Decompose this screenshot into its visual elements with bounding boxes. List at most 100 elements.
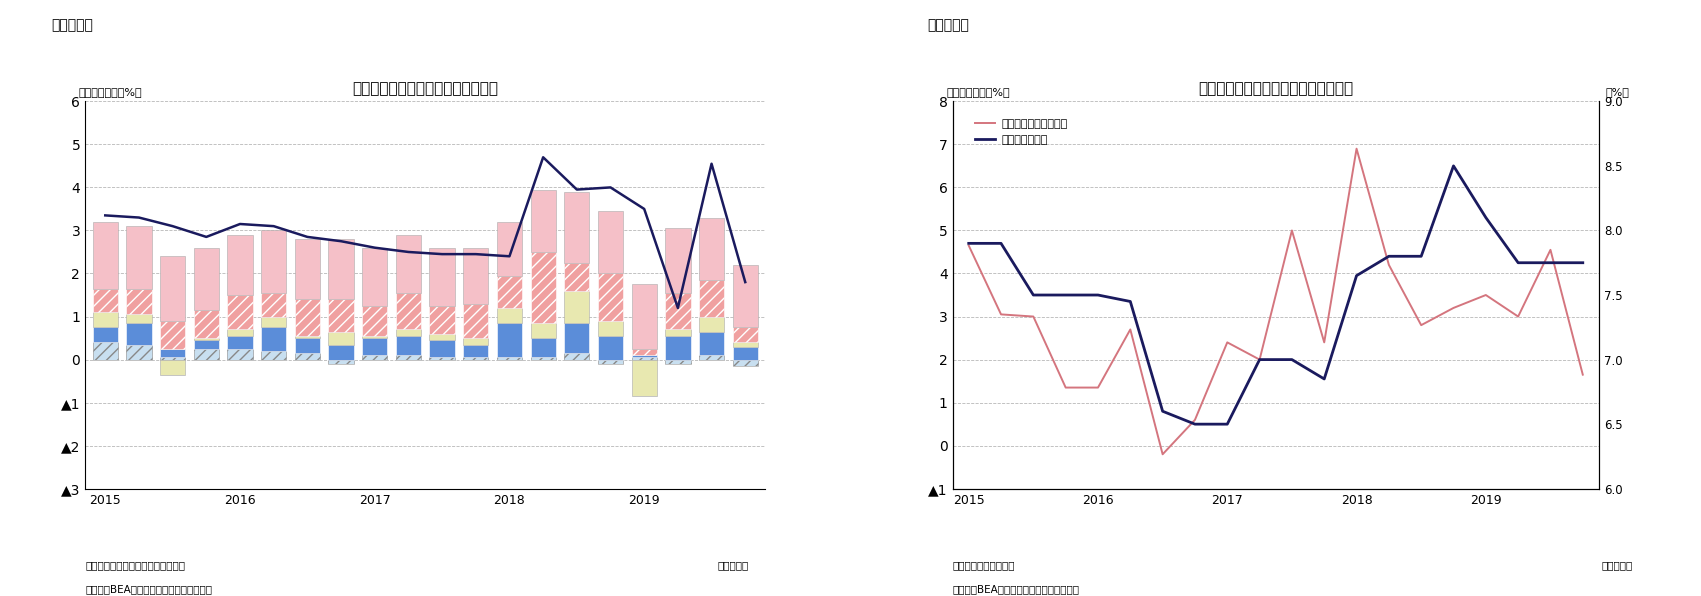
Text: （資料）BEAよりニッセイ基礎研究所作成: （資料）BEAよりニッセイ基礎研究所作成 bbox=[953, 584, 1080, 594]
Bar bbox=[92, 312, 117, 327]
Bar bbox=[328, 239, 354, 299]
Bar bbox=[194, 349, 219, 359]
Bar bbox=[531, 323, 556, 338]
Bar bbox=[194, 310, 219, 338]
Bar bbox=[92, 327, 117, 342]
Bar bbox=[362, 306, 388, 336]
Bar bbox=[699, 355, 725, 359]
Bar bbox=[260, 327, 286, 351]
Text: （資料）BEAよりニッセイ基礎研究所作成: （資料）BEAよりニッセイ基礎研究所作成 bbox=[85, 584, 213, 594]
Text: （図表３）: （図表３） bbox=[51, 18, 94, 32]
Bar bbox=[631, 359, 657, 396]
Bar bbox=[733, 342, 759, 347]
Bar bbox=[565, 192, 590, 263]
Text: （四半期）: （四半期） bbox=[718, 560, 748, 570]
Bar bbox=[396, 355, 422, 359]
Bar bbox=[429, 306, 454, 334]
Bar bbox=[194, 338, 219, 340]
Bar bbox=[597, 336, 623, 359]
Bar bbox=[565, 353, 590, 359]
Bar bbox=[631, 355, 657, 358]
Bar bbox=[497, 323, 522, 358]
Bar bbox=[531, 190, 556, 252]
Bar bbox=[597, 211, 623, 274]
Bar bbox=[228, 330, 253, 336]
Bar bbox=[665, 293, 691, 330]
Bar bbox=[665, 336, 691, 359]
Bar bbox=[126, 226, 151, 288]
Bar bbox=[565, 323, 590, 353]
Bar bbox=[497, 222, 522, 275]
Bar bbox=[463, 344, 488, 358]
Bar bbox=[463, 358, 488, 359]
Bar bbox=[294, 353, 320, 359]
Bar bbox=[463, 303, 488, 338]
Bar bbox=[160, 358, 185, 359]
Bar bbox=[429, 334, 454, 340]
Text: （四半期）: （四半期） bbox=[1602, 560, 1633, 570]
Bar bbox=[497, 358, 522, 359]
Text: （前期比年率、%）: （前期比年率、%） bbox=[78, 88, 141, 97]
Bar bbox=[92, 288, 117, 312]
Bar bbox=[260, 351, 286, 359]
Bar bbox=[228, 349, 253, 359]
Bar bbox=[294, 336, 320, 338]
Bar bbox=[228, 235, 253, 295]
Bar bbox=[597, 359, 623, 364]
Bar bbox=[294, 239, 320, 299]
Bar bbox=[733, 265, 759, 327]
Bar bbox=[699, 280, 725, 316]
Bar bbox=[92, 342, 117, 359]
Bar bbox=[699, 331, 725, 355]
Bar bbox=[126, 315, 151, 323]
Bar bbox=[531, 338, 556, 358]
Bar bbox=[260, 293, 286, 316]
Bar bbox=[160, 256, 185, 321]
Bar bbox=[362, 338, 388, 355]
Text: （前期比年率、%）: （前期比年率、%） bbox=[946, 88, 1010, 97]
Bar bbox=[665, 228, 691, 293]
Legend: 実質可処分所得伸び率, 貯蓄率（右軸）: 実質可処分所得伸び率, 貯蓄率（右軸） bbox=[971, 114, 1072, 149]
Bar bbox=[497, 308, 522, 323]
Bar bbox=[463, 338, 488, 344]
Bar bbox=[328, 331, 354, 344]
Bar bbox=[665, 330, 691, 336]
Bar bbox=[126, 344, 151, 359]
Bar bbox=[429, 358, 454, 359]
Bar bbox=[597, 274, 623, 321]
Bar bbox=[396, 330, 422, 336]
Bar bbox=[126, 323, 151, 344]
Bar bbox=[396, 293, 422, 330]
Bar bbox=[429, 340, 454, 358]
Bar bbox=[92, 222, 117, 288]
Bar bbox=[565, 291, 590, 323]
Bar bbox=[429, 248, 454, 306]
Bar bbox=[328, 299, 354, 331]
Bar bbox=[228, 336, 253, 349]
Bar bbox=[463, 248, 488, 303]
Text: （図表４）: （図表４） bbox=[927, 18, 970, 32]
Bar bbox=[497, 275, 522, 308]
Bar bbox=[531, 358, 556, 359]
Bar bbox=[126, 288, 151, 315]
Bar bbox=[597, 321, 623, 336]
Bar bbox=[396, 235, 422, 293]
Text: （注）季節調整済系列の前期比年率: （注）季節調整済系列の前期比年率 bbox=[85, 560, 185, 570]
Bar bbox=[160, 349, 185, 358]
Bar bbox=[160, 359, 185, 375]
Bar bbox=[631, 358, 657, 359]
Bar bbox=[531, 252, 556, 323]
Bar bbox=[194, 248, 219, 310]
Bar bbox=[631, 349, 657, 355]
Bar bbox=[699, 218, 725, 280]
Bar bbox=[665, 359, 691, 364]
Bar bbox=[328, 344, 354, 359]
Bar bbox=[294, 299, 320, 336]
Bar bbox=[733, 359, 759, 366]
Bar bbox=[362, 248, 388, 306]
Bar bbox=[565, 263, 590, 291]
Bar bbox=[294, 338, 320, 353]
Bar bbox=[194, 340, 219, 349]
Bar bbox=[733, 347, 759, 359]
Title: 米国の実質可処分所得伸び率と貯蓄率: 米国の実質可処分所得伸び率と貯蓄率 bbox=[1198, 81, 1354, 96]
